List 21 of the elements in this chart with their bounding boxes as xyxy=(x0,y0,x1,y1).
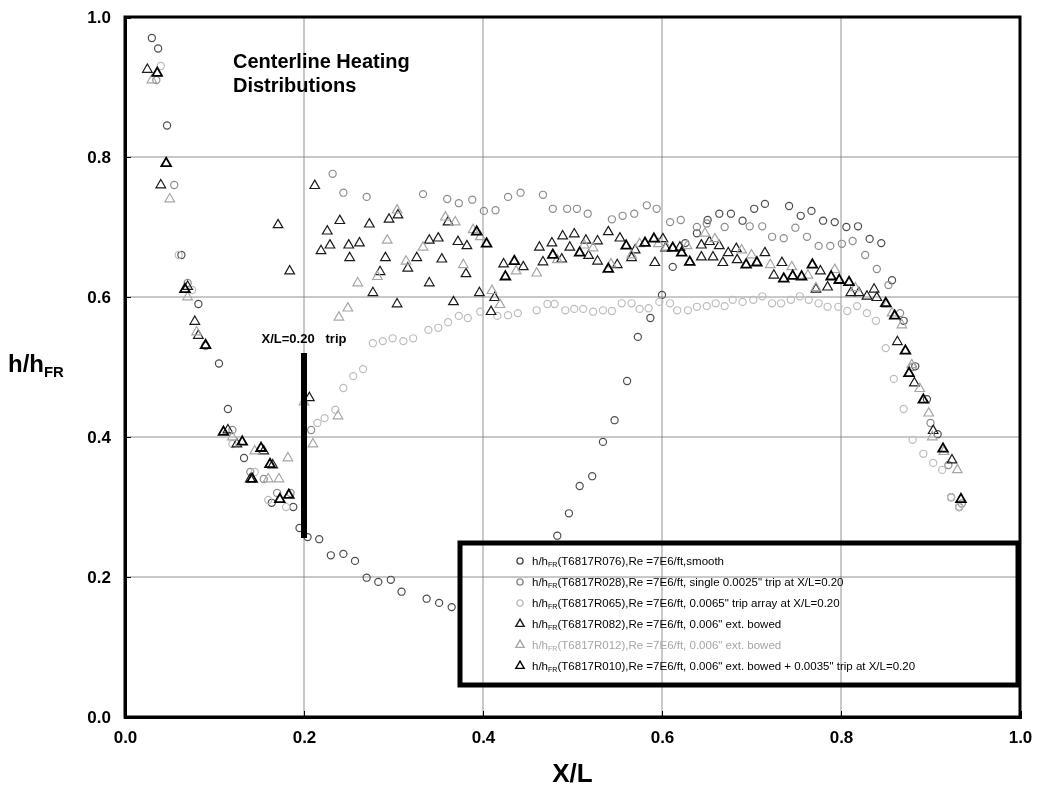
x-tick-label: 1.0 xyxy=(1008,728,1033,748)
x-tick-label: 0.6 xyxy=(650,728,675,748)
text: Centerline Heating Distributions xyxy=(233,50,410,96)
x-tick-label: 0.8 xyxy=(829,728,854,748)
x-tick-label: 0.0 xyxy=(113,728,138,748)
x-tick-label: 0.4 xyxy=(471,728,496,748)
y-tick-label: 1.0 xyxy=(87,7,111,27)
legend-label: h/h$_{FR}$(T6817R028),Re =7E6/ft, single 0.0025" trip at X/L=0.20 xyxy=(532,576,844,591)
y-tick-label: 0.4 xyxy=(87,427,112,447)
x-tick-label: 0.2 xyxy=(292,728,317,748)
legend-label: h/h$_{FR}$(T6817R076),Re =7E6/ft,smooth xyxy=(532,555,725,570)
annotation: X/L=0.20 trip xyxy=(261,331,347,346)
y-axis-title: h/h$_{FR}$ xyxy=(8,350,65,381)
y-tick-label: 0.0 xyxy=(87,707,111,727)
y-tick-label: 0.2 xyxy=(87,567,111,587)
x-axis-title: X/L xyxy=(552,758,593,788)
legend-label: h/h$_{FR}$(T6817R065),Re =7E6/ft, 0.0065" trip array at X/L=0.20 xyxy=(532,597,840,612)
y-tick-label: 0.6 xyxy=(87,287,111,307)
y-tick-label: 0.8 xyxy=(87,147,111,167)
legend-label: h/h$_{FR}$(T6817R082),Re =7E6/ft, 0.006" ext. bowed xyxy=(532,618,782,633)
legend-label: h/h$_{FR}$(T6817R010),Re =7E6/ft, 0.006" ext. bowed + 0.0035" trip at X/L=0.20 xyxy=(532,660,916,675)
